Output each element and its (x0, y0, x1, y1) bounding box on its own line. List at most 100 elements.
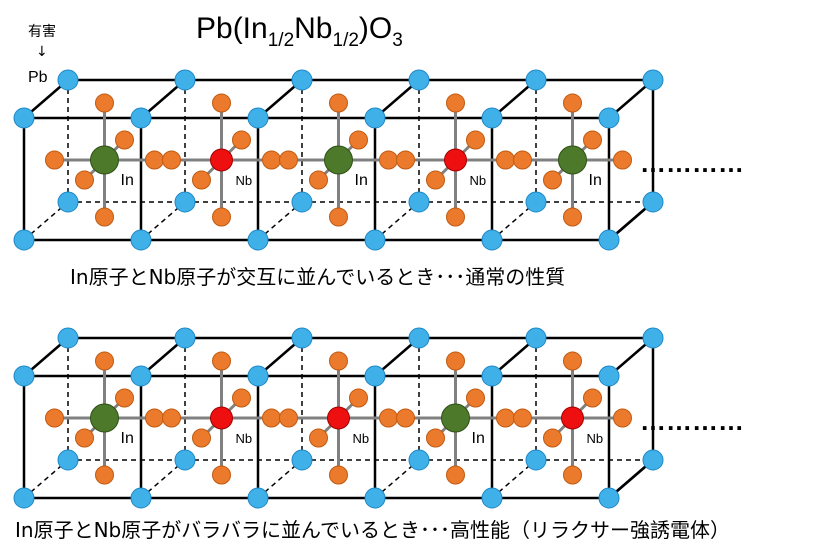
pb-label: Pb (28, 69, 48, 86)
unit-cell: Nb (396, 93, 515, 227)
pb-atom (13, 487, 35, 509)
pb-atom (481, 229, 503, 251)
oxygen-atom (349, 388, 368, 408)
oxygen-atom (563, 465, 582, 485)
unit-cell: Nb (513, 351, 632, 485)
pb-atom (174, 191, 196, 213)
oxygen-atom (543, 170, 562, 190)
pb-atom (57, 191, 79, 213)
oxygen-atom (145, 150, 164, 170)
oxygen-atom (145, 408, 164, 428)
pb-atom (642, 69, 664, 91)
pb-atom (364, 487, 386, 509)
oxygen-atom (329, 93, 348, 113)
oxygen-atom (543, 428, 562, 448)
oxygen-atom (446, 207, 465, 227)
in-atom (90, 403, 119, 433)
pb-atom (291, 69, 313, 91)
unit-cell: In (45, 351, 164, 485)
pb-atom (642, 191, 664, 213)
pb-atom (598, 107, 620, 129)
oxygen-atom (613, 408, 632, 428)
pb-atom (408, 69, 430, 91)
caption-disordered: In原子とNb原子がバラバラに並んでいるとき･･･高性能（リラクサー強誘電体） (15, 518, 730, 542)
in-atom-label: In (121, 172, 134, 189)
pb-atom (13, 107, 35, 129)
oxygen-atom (379, 408, 398, 428)
oxygen-atom (95, 465, 114, 485)
oxygen-atom (262, 408, 281, 428)
in-atom (90, 145, 119, 175)
lattice-edges (22, 336, 655, 500)
pb-atom (130, 487, 152, 509)
oxygen-atom (115, 130, 134, 150)
formula-title: Pb(In1/2Nb1/2)O3 (196, 12, 403, 51)
down-arrow-icon: ↓ (36, 44, 48, 60)
oxygen-atom (426, 428, 445, 448)
unit-cell: Nb (162, 93, 281, 227)
oxygen-atom (212, 351, 231, 371)
nb-atom (210, 148, 233, 172)
pb-atom (598, 365, 620, 387)
oxygen-atom (583, 388, 602, 408)
oxygen-atom (279, 408, 298, 428)
pb-atom (408, 449, 430, 471)
oxygen-atom (563, 93, 582, 113)
oxygen-atom (583, 130, 602, 150)
oxygen-atom (262, 150, 281, 170)
nb-atom (561, 406, 584, 430)
pb-atom (481, 107, 503, 129)
pb-atom (130, 229, 152, 251)
pb-atom (642, 327, 664, 349)
continuation-dots-2: ………… (640, 406, 744, 436)
oxygen-atom (279, 150, 298, 170)
nb-atom-label: Nb (236, 431, 253, 446)
harmful-label: 有害 (28, 24, 56, 40)
lattice-disordered: In Nb Nb In Nb (13, 327, 664, 509)
oxygen-atom (95, 351, 114, 371)
pb-atom (525, 327, 547, 349)
nb-atom-label: Nb (587, 431, 604, 446)
oxygen-atom (329, 207, 348, 227)
pb-atom (57, 449, 79, 471)
pb-atom (13, 229, 35, 251)
pb-atom (525, 69, 547, 91)
oxygen-atom (75, 428, 94, 448)
in-atom-label: In (472, 430, 485, 447)
pb-atom (13, 365, 35, 387)
unit-cell: Nb (279, 351, 398, 485)
oxygen-atom (563, 351, 582, 371)
nb-atom (444, 148, 467, 172)
oxygen-atom (192, 428, 211, 448)
oxygen-atom (396, 408, 415, 428)
oxygen-atom (329, 465, 348, 485)
oxygen-atom (192, 170, 211, 190)
oxygen-atom (466, 130, 485, 150)
pb-atom (291, 449, 313, 471)
pb-atom (174, 327, 196, 349)
oxygen-atom (329, 351, 348, 371)
oxygen-atom (446, 351, 465, 371)
oxygen-atom (426, 170, 445, 190)
oxygen-atom (309, 428, 328, 448)
oxygen-atom (212, 207, 231, 227)
oxygen-atom (309, 170, 328, 190)
in-atom (441, 403, 470, 433)
oxygen-atom (212, 465, 231, 485)
in-atom-label: In (589, 172, 602, 189)
nb-atom-label: Nb (353, 431, 370, 446)
unit-cell: In (513, 93, 632, 227)
pb-atom (247, 229, 269, 251)
oxygen-atom (396, 150, 415, 170)
oxygen-atom (349, 130, 368, 150)
oxygen-atom (379, 150, 398, 170)
oxygen-atom (446, 465, 465, 485)
pb-atoms (13, 327, 664, 509)
unit-cell: In (396, 351, 515, 485)
pb-atom (57, 69, 79, 91)
nb-atom-label: Nb (236, 173, 253, 188)
pb-atom (247, 107, 269, 129)
in-atom (324, 145, 353, 175)
pb-atom (598, 487, 620, 509)
